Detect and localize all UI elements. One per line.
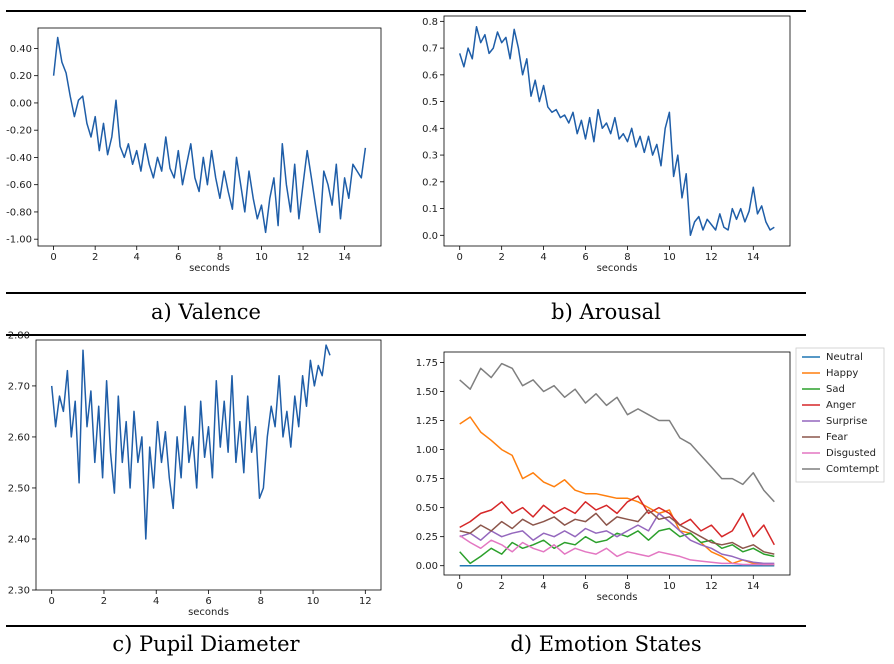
- y-tick-label: 2.60: [8, 432, 30, 443]
- x-tick-label: 8: [217, 252, 223, 263]
- x-tick-label: 10: [255, 252, 268, 263]
- x-tick-label: 14: [338, 252, 351, 263]
- y-tick-label: 0.2: [422, 177, 438, 188]
- x-tick-label: 2: [101, 596, 107, 607]
- y-tick-label: -0.40: [6, 153, 32, 164]
- x-axis-label: seconds: [188, 607, 229, 618]
- x-tick-label: 0: [457, 252, 463, 263]
- series-line-disgusted: [459, 534, 775, 566]
- y-tick-label: 1.00: [416, 445, 438, 456]
- y-tick-label: 0.25: [416, 532, 438, 543]
- x-tick-label: 2: [92, 252, 98, 263]
- y-tick-label: 1.25: [416, 416, 438, 427]
- series-line-comtempt: [459, 362, 775, 503]
- caption-valence: a) Valence: [150, 300, 261, 324]
- y-tick-label: 0.1: [422, 204, 438, 215]
- y-tick-label: -0.80: [6, 207, 32, 218]
- legend-box: [795, 347, 885, 483]
- caption-emotions: d) Emotion States: [510, 632, 702, 656]
- plot-frame-2: [35, 339, 382, 591]
- x-tick-label: 14: [747, 581, 760, 592]
- y-tick-label: 1.50: [416, 387, 438, 398]
- x-tick-label: 10: [663, 252, 676, 263]
- legend-entry: Surprise: [826, 416, 867, 427]
- x-tick-label: 4: [540, 581, 546, 592]
- lower-rule: [6, 334, 806, 336]
- bottom-rule: [6, 625, 806, 627]
- x-tick-label: 6: [175, 252, 181, 263]
- y-tick-label: -1.00: [6, 235, 32, 246]
- y-tick-label: 0.5: [422, 97, 438, 108]
- legend-entry: Fear: [826, 432, 848, 443]
- plot-frame-3: [443, 351, 791, 576]
- x-axis-label: seconds: [189, 263, 230, 274]
- series-line-2: [50, 344, 331, 540]
- x-tick-label: 0: [50, 252, 56, 263]
- series-line-anger: [459, 495, 775, 546]
- legend-entry: Happy: [826, 368, 858, 379]
- y-tick-label: 0.75: [416, 474, 438, 485]
- plot-frame-0: [37, 27, 382, 247]
- y-tick-label: 0.20: [10, 71, 32, 82]
- series-line-1: [458, 25, 775, 237]
- y-tick-label: 0.50: [416, 503, 438, 514]
- y-tick-label: 0.40: [10, 44, 32, 55]
- series-line-sad: [459, 527, 775, 565]
- y-tick-label: 0.3: [422, 151, 438, 162]
- y-tick-label: -0.60: [6, 180, 32, 191]
- x-tick-label: 12: [359, 596, 372, 607]
- x-tick-label: 0: [457, 581, 463, 592]
- caption-arousal: b) Arousal: [551, 300, 661, 324]
- y-tick-label: 2.80: [8, 330, 30, 341]
- x-tick-label: 8: [258, 596, 264, 607]
- x-axis-label: seconds: [597, 263, 638, 274]
- x-tick-label: 10: [663, 581, 676, 592]
- x-tick-label: 12: [705, 581, 718, 592]
- x-tick-label: 10: [307, 596, 320, 607]
- x-tick-label: 6: [582, 252, 588, 263]
- top-rule: [6, 10, 806, 12]
- y-tick-label: 2.30: [8, 586, 30, 597]
- x-tick-label: 4: [153, 596, 159, 607]
- caption-pupil: c) Pupil Diameter: [112, 632, 300, 656]
- y-tick-label: 2.50: [8, 483, 30, 494]
- x-tick-label: 12: [705, 252, 718, 263]
- y-tick-label: 0.4: [422, 124, 438, 135]
- y-tick-label: 2.70: [8, 381, 30, 392]
- x-tick-label: 0: [48, 596, 54, 607]
- y-tick-label: 0.00: [416, 561, 438, 572]
- y-tick-label: 0.6: [422, 70, 438, 81]
- y-tick-label: 0.00: [10, 98, 32, 109]
- x-tick-label: 2: [498, 581, 504, 592]
- plot-frame-1: [443, 15, 791, 247]
- series-line-fear: [459, 509, 775, 555]
- legend-entry: Sad: [826, 384, 845, 395]
- legend-entry: Disgusted: [826, 448, 876, 459]
- middle-rule: [6, 292, 806, 294]
- y-tick-label: 0.0: [422, 231, 438, 242]
- x-tick-label: 4: [134, 252, 140, 263]
- legend-entry: Anger: [826, 400, 857, 411]
- x-tick-label: 4: [540, 252, 546, 263]
- x-tick-label: 2: [498, 252, 504, 263]
- y-tick-label: 0.8: [422, 17, 438, 28]
- x-tick-label: 14: [747, 252, 760, 263]
- y-tick-label: 2.40: [8, 534, 30, 545]
- series-line-happy: [459, 416, 775, 566]
- legend-entry: Comtempt: [826, 464, 879, 475]
- series-line-surprise: [459, 512, 775, 565]
- x-tick-label: 12: [297, 252, 310, 263]
- x-tick-label: 8: [624, 252, 630, 263]
- series-line-0: [52, 36, 367, 234]
- y-tick-label: 1.75: [416, 358, 438, 369]
- x-tick-label: 8: [624, 581, 630, 592]
- y-tick-label: -0.20: [6, 126, 32, 137]
- x-tick-label: 6: [582, 581, 588, 592]
- legend-entry: Neutral: [826, 352, 863, 363]
- y-tick-label: 0.7: [422, 44, 438, 55]
- x-tick-label: 6: [205, 596, 211, 607]
- x-axis-label: seconds: [597, 592, 638, 603]
